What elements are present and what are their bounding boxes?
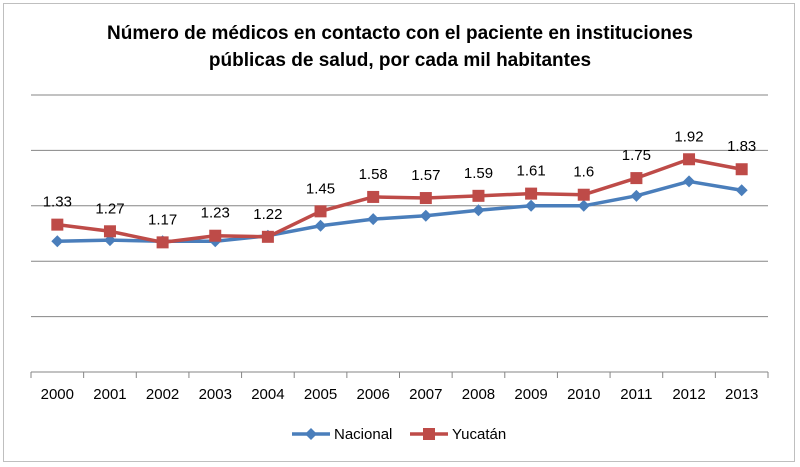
data-label: 1.61: [517, 163, 546, 180]
title-line-1: Número de médicos en contacto con el pac…: [107, 23, 693, 44]
x-tick-label: 2005: [304, 386, 337, 403]
data-point: [472, 204, 485, 217]
data-label: 1.92: [674, 128, 703, 145]
title-line-2: públicas de salud, por cada mil habitant…: [208, 50, 592, 71]
x-tick-label: 2002: [146, 386, 179, 403]
data-point: [51, 218, 64, 231]
data-label: 1.33: [43, 194, 72, 211]
data-point: [314, 205, 327, 218]
x-tick-label: 2001: [93, 386, 126, 403]
chart-frame: [3, 3, 795, 462]
data-label: 1.45: [306, 180, 335, 197]
x-tick-label: 2006: [356, 386, 389, 403]
x-tick-label: 2000: [41, 386, 74, 403]
data-label: 1.57: [411, 167, 440, 184]
data-point: [209, 229, 222, 242]
x-tick-label: 2012: [672, 386, 705, 403]
data-point: [525, 187, 538, 200]
data-point: [735, 163, 748, 176]
x-tick-label: 2011: [620, 386, 652, 403]
series-line-yucatán: [57, 157, 743, 245]
data-label: 1.22: [253, 206, 282, 223]
legend-marker: [305, 428, 317, 440]
data-point: [156, 236, 169, 249]
data-point: [367, 190, 380, 203]
data-label: 1.75: [622, 147, 651, 164]
x-tick-label: 2004: [251, 386, 284, 403]
data-point: [525, 199, 538, 212]
chart-title: Número de médicos en contacto con el pac…: [0, 20, 800, 74]
data-point: [261, 230, 274, 243]
x-tick-label: 2003: [199, 386, 232, 403]
data-point: [419, 192, 432, 205]
x-tick-label: 2013: [725, 386, 758, 403]
data-point: [683, 175, 696, 188]
data-label: 1.17: [148, 211, 177, 228]
legend-label: Yucatán: [452, 426, 506, 443]
data-label: 1.59: [464, 165, 493, 182]
x-tick-label: 2010: [567, 386, 600, 403]
data-point: [314, 219, 327, 232]
data-label: 1.23: [201, 205, 230, 222]
data-label: 1.83: [727, 138, 756, 155]
legend-marker: [423, 428, 435, 440]
x-tick-label: 2009: [514, 386, 547, 403]
data-point: [735, 184, 748, 197]
data-point: [103, 225, 116, 238]
data-point: [630, 172, 643, 185]
data-point: [367, 213, 380, 226]
data-point: [577, 199, 590, 212]
data-point: [577, 188, 590, 201]
data-point: [419, 209, 432, 222]
data-point: [472, 189, 485, 202]
data-point: [683, 153, 696, 166]
legend-label: Nacional: [334, 426, 392, 443]
data-label: 1.6: [573, 164, 594, 181]
x-tick-label: 2007: [409, 386, 442, 403]
data-point: [630, 189, 643, 202]
data-point: [51, 235, 64, 248]
data-label: 1.58: [359, 166, 388, 183]
data-label: 1.27: [95, 200, 124, 217]
x-tick-label: 2008: [462, 386, 495, 403]
